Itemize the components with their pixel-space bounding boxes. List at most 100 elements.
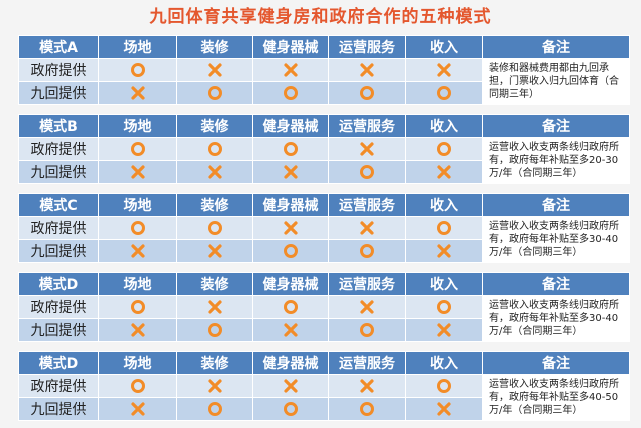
mark-cell — [176, 160, 253, 184]
circle-icon — [207, 142, 222, 156]
mark-cell — [252, 216, 329, 240]
mark-cell — [328, 216, 406, 240]
cross-icon — [130, 86, 145, 100]
circle-icon — [360, 86, 374, 100]
header-cell: 健身器械 — [252, 35, 329, 59]
header-cell: 装修 — [176, 114, 253, 138]
mark-cell — [328, 397, 406, 421]
mark-cell — [252, 374, 329, 398]
mode-table: 模式D 场地 装修 健身器械 运营服务 收入 备注 政府提供 运营收入收支两条线归政府所有，政府… — [18, 272, 630, 342]
mark-cell — [176, 239, 253, 263]
header-cell: 模式A — [18, 35, 99, 59]
mark-cell — [98, 81, 177, 105]
cross-icon — [360, 379, 374, 393]
row-label: 政府提供 — [18, 295, 99, 319]
mark-cell — [176, 374, 253, 398]
mark-cell — [98, 216, 177, 240]
header-cell: 健身器械 — [252, 193, 329, 217]
note: 运营收入收支两条线归政府所有，政府每年补贴至多30-40万/年（合同期三年） — [482, 216, 630, 263]
header-cell: 模式C — [18, 193, 99, 217]
row-label: 九回提供 — [18, 81, 99, 105]
mark-cell — [405, 58, 483, 82]
mark-cell — [328, 239, 406, 263]
header-cell: 装修 — [176, 272, 253, 296]
cross-icon — [437, 244, 451, 258]
circle-icon — [130, 142, 145, 156]
data-row: 政府提供 运营收入收支两条线归政府所有，政府每年补贴至多30-40万/年（合同期三… — [18, 216, 630, 263]
header-cell: 运营服务 — [328, 114, 406, 138]
mark-cell — [98, 295, 177, 319]
mark-cell — [176, 81, 253, 105]
mode-table: 模式A 场地 装修 健身器械 运营服务 收入 备注 政府提供 装修和器械费用都由九回承担，门票收… — [18, 35, 630, 105]
header-row: 模式B 场地 装修 健身器械 运营服务 收入 备注 — [18, 114, 630, 138]
data-row: 政府提供 运营收入收支两条线归政府所有，政府每年补贴至多40-50万/年（合同期三… — [18, 374, 630, 421]
cross-icon — [437, 323, 451, 337]
circle-icon — [130, 300, 145, 314]
cross-icon — [130, 402, 145, 416]
row-label: 九回提供 — [18, 160, 99, 184]
row-label: 政府提供 — [18, 374, 99, 398]
cross-icon — [360, 142, 374, 156]
circle-icon — [360, 244, 374, 258]
header-row: 模式A 场地 装修 健身器械 运营服务 收入 备注 — [18, 35, 630, 59]
data-row: 九回提供 — [18, 239, 630, 263]
header-cell: 装修 — [176, 35, 253, 59]
header-cell: 健身器械 — [252, 272, 329, 296]
circle-icon — [207, 86, 222, 100]
data-row: 九回提供 — [18, 318, 630, 342]
mark-cell — [98, 58, 177, 82]
circle-icon — [360, 323, 374, 337]
mark-cell — [176, 318, 253, 342]
circle-icon — [360, 402, 374, 416]
header-row: 模式D 场地 装修 健身器械 运营服务 收入 备注 — [18, 351, 630, 375]
data-row: 九回提供 — [18, 160, 630, 184]
header-cell: 运营服务 — [328, 35, 406, 59]
mode-table: 模式D 场地 装修 健身器械 运营服务 收入 备注 政府提供 运营收入收支两条线归政府所有，政府… — [18, 351, 630, 421]
circle-icon — [283, 402, 298, 416]
circle-icon — [437, 86, 451, 100]
mark-cell — [328, 295, 406, 319]
header-cell: 场地 — [98, 193, 177, 217]
circle-icon — [207, 221, 222, 235]
mark-cell — [98, 374, 177, 398]
cross-icon — [207, 63, 222, 77]
circle-icon — [283, 300, 298, 314]
data-row: 政府提供 运营收入收支两条线归政府所有，政府每年补贴至多30-40万/年（合同期三… — [18, 295, 630, 342]
header-cell: 运营服务 — [328, 272, 406, 296]
header-cell: 场地 — [98, 35, 177, 59]
circle-icon — [437, 300, 451, 314]
header-cell: 场地 — [98, 114, 177, 138]
mode-table: 模式B 场地 装修 健身器械 运营服务 收入 备注 政府提供 运营收入收支两条线归政府所有，政府… — [18, 114, 630, 184]
circle-icon — [130, 379, 145, 393]
header-cell: 装修 — [176, 193, 253, 217]
mark-cell — [405, 239, 483, 263]
cross-icon — [283, 221, 298, 235]
data-row: 政府提供 装修和器械费用都由九回承担，门票收入归九回体育（合同期三年） — [18, 58, 630, 105]
cross-icon — [283, 63, 298, 77]
cross-icon — [207, 379, 222, 393]
cross-icon — [437, 165, 451, 179]
header-cell: 收入 — [405, 193, 483, 217]
header-cell: 模式D — [18, 351, 99, 375]
cross-icon — [283, 323, 298, 337]
mark-cell — [405, 318, 483, 342]
cross-icon — [283, 379, 298, 393]
header-row: 模式C 场地 装修 健身器械 运营服务 收入 备注 — [18, 193, 630, 217]
header-cell: 收入 — [405, 351, 483, 375]
cross-icon — [207, 300, 222, 314]
header-cell: 运营服务 — [328, 193, 406, 217]
circle-icon — [130, 63, 145, 77]
cross-icon — [130, 165, 145, 179]
mark-cell — [98, 318, 177, 342]
cross-icon — [360, 221, 374, 235]
mark-cell — [328, 160, 406, 184]
row-label: 政府提供 — [18, 216, 99, 240]
mark-cell — [252, 295, 329, 319]
circle-icon — [360, 165, 374, 179]
header-cell: 备注 — [482, 193, 630, 217]
mark-cell — [405, 295, 483, 319]
circle-icon — [283, 86, 298, 100]
note: 运营收入收支两条线归政府所有，政府每年补贴至多40-50万/年（合同期三年） — [482, 374, 630, 421]
header-cell: 运营服务 — [328, 351, 406, 375]
